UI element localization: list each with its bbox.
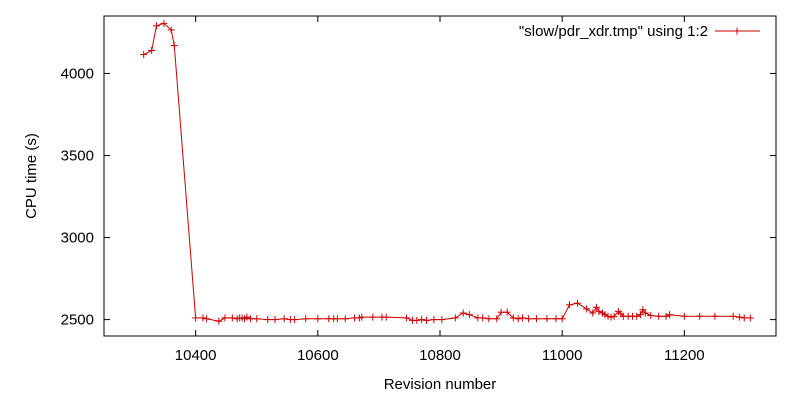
- data-point-marker: [636, 311, 644, 319]
- data-point-marker: [192, 314, 200, 322]
- data-point-marker: [497, 308, 505, 316]
- data-point-marker: [333, 315, 341, 323]
- data-point-marker: [430, 316, 438, 324]
- data-point-marker: [341, 315, 349, 323]
- data-point-marker: [583, 305, 591, 313]
- data-point-marker: [140, 51, 148, 59]
- data-point-marker: [160, 19, 168, 27]
- data-point-marker: [607, 313, 615, 321]
- data-point-marker: [735, 313, 743, 321]
- data-point-marker: [221, 314, 229, 322]
- x-tick-label: 10600: [297, 347, 339, 364]
- data-point-marker: [680, 312, 688, 320]
- data-point-marker: [253, 315, 261, 323]
- data-point-marker: [203, 315, 211, 323]
- data-point-marker: [485, 315, 493, 323]
- data-point-marker: [264, 316, 272, 324]
- data-point-marker: [170, 42, 178, 50]
- data-point-marker: [666, 311, 674, 319]
- data-point-marker: [729, 312, 737, 320]
- data-point-marker: [573, 299, 581, 307]
- y-tick-label: 3000: [61, 230, 94, 247]
- data-point-marker: [291, 316, 299, 324]
- x-tick-label: 11200: [664, 347, 705, 364]
- data-point-marker: [167, 26, 175, 34]
- y-tick-label: 2500: [61, 312, 94, 329]
- data-point-marker: [314, 315, 322, 323]
- y-tick-label: 3500: [61, 147, 94, 164]
- data-point-marker: [451, 314, 459, 322]
- x-tick-label: 10400: [175, 347, 217, 364]
- axis-ticks: 10400 10600 10800 11000 11200 2500 3000 3500 400…: [61, 16, 776, 364]
- data-point-marker: [589, 309, 597, 317]
- data-point-marker: [503, 308, 511, 316]
- x-axis-title: Revision number: [384, 376, 497, 393]
- y-axis-title: CPU time (s): [23, 133, 40, 219]
- x-tick-label: 11000: [542, 347, 583, 364]
- data-point-marker: [369, 313, 377, 321]
- data-point-marker: [525, 315, 533, 323]
- data-point-marker: [402, 314, 410, 322]
- data-point-marker: [746, 314, 754, 322]
- data-point-marker: [418, 316, 426, 324]
- data-point-marker: [358, 313, 366, 321]
- legend-label: "slow/pdr_xdr.tmp" using 1:2: [519, 23, 708, 40]
- data-series: [140, 19, 754, 325]
- data-point-marker: [243, 313, 251, 321]
- data-point-marker: [662, 312, 670, 320]
- data-point-marker: [610, 312, 618, 320]
- x-tick-label: 10800: [419, 347, 461, 364]
- data-point-marker: [148, 46, 156, 54]
- legend: "slow/pdr_xdr.tmp" using 1:2: [519, 23, 760, 40]
- data-point-marker: [552, 315, 560, 323]
- data-point-marker: [601, 311, 609, 319]
- data-point-marker: [493, 315, 501, 323]
- data-point-marker: [459, 309, 467, 317]
- data-point-marker: [655, 312, 663, 320]
- data-point-marker: [479, 314, 487, 322]
- data-point-marker: [423, 316, 431, 324]
- data-point-marker: [271, 316, 279, 324]
- data-point-marker: [228, 314, 236, 322]
- data-point-marker: [592, 303, 600, 311]
- data-point-marker: [604, 312, 612, 320]
- data-point-marker: [595, 307, 603, 315]
- data-point-marker: [633, 312, 641, 320]
- y-tick-label: 4000: [61, 65, 94, 82]
- data-point-marker: [711, 312, 719, 320]
- series-line: [143, 22, 751, 322]
- data-point-marker: [438, 316, 446, 324]
- data-point-marker: [566, 301, 574, 309]
- plot-frame: [103, 15, 777, 337]
- legend-marker: [733, 27, 741, 35]
- data-point-marker: [740, 314, 748, 322]
- data-point-marker: [302, 315, 310, 323]
- data-point-marker: [465, 311, 473, 319]
- data-point-marker: [413, 316, 421, 324]
- data-point-marker: [382, 313, 390, 321]
- data-point-marker: [215, 317, 223, 325]
- data-point-marker: [641, 309, 649, 317]
- data-point-marker: [199, 314, 207, 322]
- data-point-marker: [509, 314, 517, 322]
- data-point-marker: [647, 311, 655, 319]
- data-point-marker: [518, 314, 526, 322]
- data-point-marker: [280, 315, 288, 323]
- data-point-marker: [543, 315, 551, 323]
- data-point-marker: [696, 312, 704, 320]
- data-point-marker: [558, 315, 566, 323]
- data-point-marker: [533, 315, 541, 323]
- data-point-marker: [514, 315, 522, 323]
- data-point-marker: [247, 315, 255, 323]
- data-point-marker: [153, 22, 161, 30]
